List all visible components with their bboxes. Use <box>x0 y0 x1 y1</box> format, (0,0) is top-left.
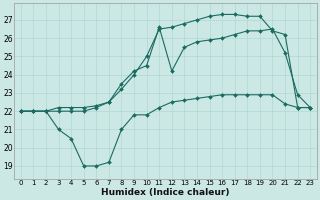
X-axis label: Humidex (Indice chaleur): Humidex (Indice chaleur) <box>101 188 230 197</box>
